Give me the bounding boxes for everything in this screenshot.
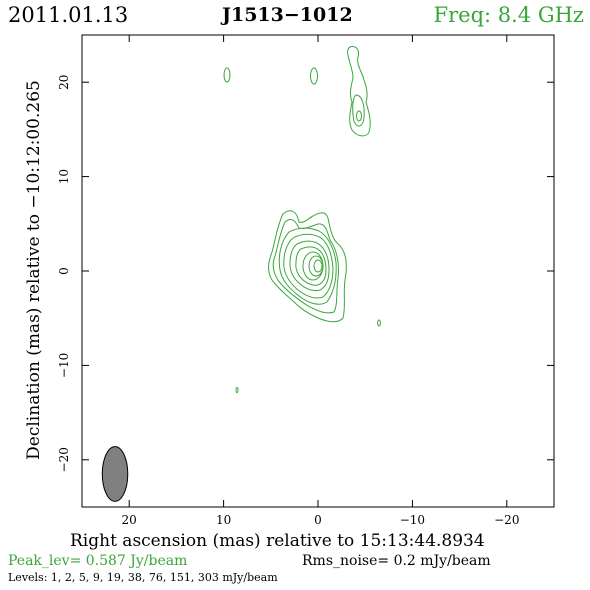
contour-level-6 [295,246,327,286]
peak-level: Peak_lev= 0.587 Jy/beam [8,553,188,569]
rms-noise: Rms_noise= 0.2 mJy/beam [302,553,491,569]
contours [223,46,381,393]
island-contour [377,319,381,327]
contour-level-4 [283,233,334,299]
jet-contour-inner [356,110,362,122]
y-tick-label: −20 [57,447,71,472]
x-tick-label: −10 [400,513,425,527]
contour-level-3 [278,227,337,305]
contour-level-8 [308,255,324,277]
plot-frame [81,34,555,508]
island-contour [310,67,318,85]
y-tick-label: −10 [57,353,71,378]
beam-ellipse [101,446,129,502]
source-name: J1513−1012 [222,4,353,26]
contour-level-2 [272,219,339,314]
y-axis-label: Declination (mas) relative to −10:12:00.… [24,80,44,460]
contour-level-5 [289,240,330,292]
x-tick-label: −20 [494,513,519,527]
epoch-date: 2011.01.13 [8,3,129,27]
y-tick-label: 0 [57,267,71,275]
y-tick-label: 20 [57,75,71,90]
contour-levels: Levels: 1, 2, 5, 9, 19, 38, 76, 151, 303… [8,571,278,584]
island-contour [223,67,231,83]
axis-ticks [82,35,554,507]
island-contour [235,387,239,393]
x-axis-label: Right ascension (mas) relative to 15:13:… [70,531,485,551]
x-tick-label: 0 [314,513,322,527]
jet-contour-mid [352,94,365,127]
jet-contour-outer [347,46,371,137]
contour-level-9 [313,259,323,273]
x-tick-label: 10 [216,513,231,527]
contour-level-7 [302,251,324,281]
axis-tick-labels: 20 10 0 −10 −20 20 10 0 −10 −20 [57,75,519,527]
frequency-label: Freq: 8.4 GHz [433,3,584,27]
x-tick-label: 20 [122,513,137,527]
y-tick-label: 10 [57,169,71,184]
contour-level-1 [268,210,347,323]
